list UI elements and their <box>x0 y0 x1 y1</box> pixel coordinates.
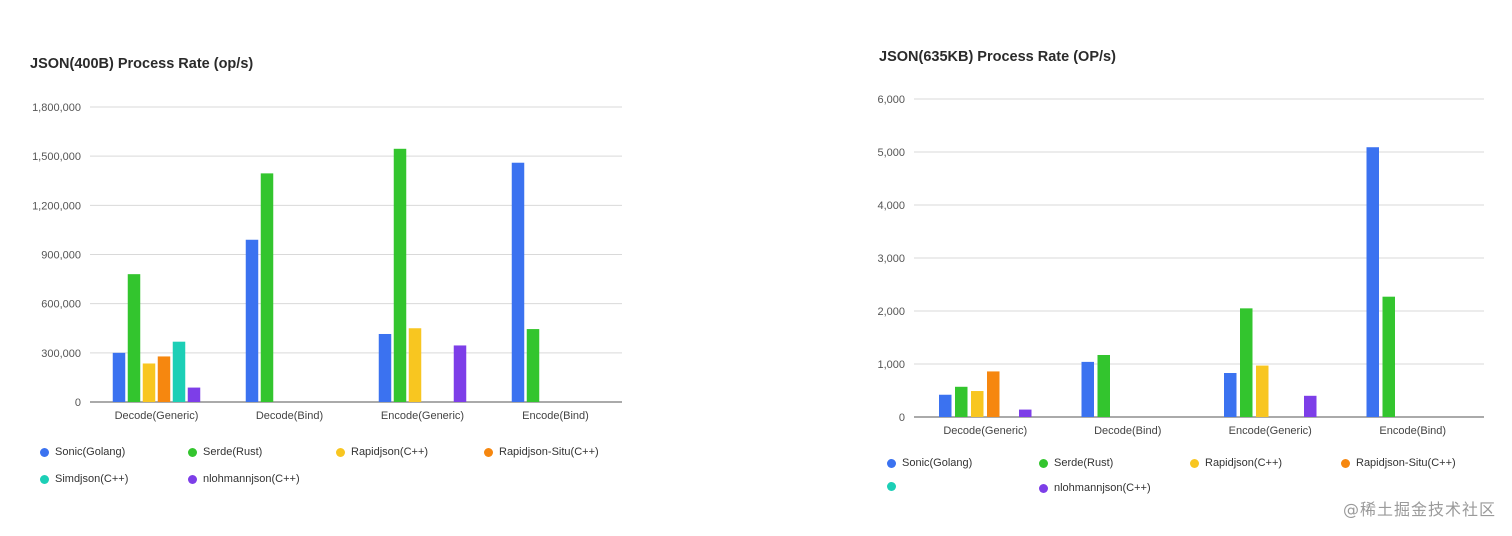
x-tick-label: Decode(Generic) <box>943 425 1027 437</box>
legend-label: Rapidjson-Situ(C++) <box>1356 457 1456 469</box>
y-tick-label: 1,200,000 <box>32 200 81 212</box>
chart-plot: 0 1,000 2,000 3,000 4,000 5,000 6,000 Decode(Ge… <box>877 94 1484 437</box>
legend-item[interactable]: Rapidjson-Situ(C++) <box>484 446 599 458</box>
watermark: @稀土掘金技术社区 <box>1342 500 1496 519</box>
legend-swatch <box>188 447 197 457</box>
bar <box>393 148 407 402</box>
bar <box>1256 365 1269 417</box>
legend-item[interactable] <box>887 482 902 491</box>
x-tick-label: Encode(Bind) <box>522 410 589 422</box>
y-tick-label: 6,000 <box>877 94 905 106</box>
x-tick-label: Encode(Generic) <box>1229 425 1312 437</box>
y-tick-label: 5,000 <box>877 147 905 159</box>
bar <box>112 352 126 402</box>
legend-swatch <box>887 482 896 491</box>
legend-item[interactable]: Rapidjson(C++) <box>1190 457 1282 469</box>
y-tick-label: 600,000 <box>41 299 81 311</box>
bar <box>511 162 525 402</box>
bar <box>157 356 171 402</box>
legend-item[interactable]: nlohmannjson(C++) <box>1039 482 1151 494</box>
legend-item[interactable]: Serde(Rust) <box>1039 457 1113 469</box>
bar <box>1224 373 1237 417</box>
y-tick-label: 0 <box>75 397 81 409</box>
legend-swatch <box>1039 458 1048 468</box>
legend-swatch <box>1039 483 1048 493</box>
x-tick-label: Decode(Bind) <box>256 410 323 422</box>
y-tick-label: 4,000 <box>877 200 905 212</box>
legend-item[interactable]: nlohmannjson(C++) <box>188 473 300 485</box>
legend-label: Simdjson(C++) <box>55 473 129 485</box>
y-tick-label: 1,800,000 <box>32 102 81 114</box>
bar <box>172 341 186 402</box>
bar <box>1081 361 1094 417</box>
x-tick-label: Encode(Generic) <box>381 410 464 422</box>
y-tick-label: 3,000 <box>877 253 905 265</box>
x-tick-label: Encode(Bind) <box>1379 425 1446 437</box>
bar <box>142 363 156 402</box>
x-tick-label: Decode(Generic) <box>115 410 199 422</box>
legend-item[interactable]: Sonic(Golang) <box>887 457 972 469</box>
bar <box>971 391 984 417</box>
bar <box>127 274 141 402</box>
legend-label: Serde(Rust) <box>1054 457 1114 469</box>
y-tick-label: 900,000 <box>41 250 81 262</box>
bar <box>1097 354 1110 417</box>
legend-label: nlohmannjson(C++) <box>1054 482 1151 494</box>
legend-swatch <box>336 447 345 457</box>
legend-label: Rapidjson(C++) <box>1205 457 1283 469</box>
bar <box>408 328 422 402</box>
legend-item[interactable]: Rapidjson-Situ(C++) <box>1341 457 1456 469</box>
legend-swatch <box>40 474 49 484</box>
x-tick-label: Decode(Bind) <box>1094 425 1161 437</box>
y-tick-label: 1,000 <box>877 359 905 371</box>
bar <box>939 394 952 417</box>
bar <box>187 387 201 402</box>
legend-swatch <box>1190 458 1199 468</box>
legend-swatch <box>484 447 493 457</box>
bar <box>453 345 467 402</box>
y-tick-label: 1,500,000 <box>32 151 81 163</box>
legend-label: Rapidjson(C++) <box>351 446 429 458</box>
legend-label: nlohmannjson(C++) <box>203 473 300 485</box>
legend-item[interactable]: Serde(Rust) <box>188 446 262 458</box>
legend-label: Sonic(Golang) <box>902 457 973 469</box>
bar <box>260 173 274 402</box>
legend-swatch <box>40 447 49 457</box>
bar <box>1366 147 1379 418</box>
legend-label: Serde(Rust) <box>203 446 263 458</box>
y-tick-label: 0 <box>899 412 905 424</box>
legend-item[interactable]: Sonic(Golang) <box>40 446 125 458</box>
bar <box>245 239 259 402</box>
chart-title: JSON(400B) Process Rate (op/s) <box>30 56 254 72</box>
legend-swatch <box>188 474 197 484</box>
chart-635kb: JSON(635KB) Process Rate (OP/s) 0 1,000 2,… <box>850 0 1512 536</box>
legend-label: Rapidjson-Situ(C++) <box>499 446 599 458</box>
bar <box>1304 395 1317 417</box>
legend-item[interactable]: Simdjson(C++) <box>40 473 128 485</box>
legend-swatch <box>1341 458 1350 468</box>
y-tick-label: 2,000 <box>877 306 905 318</box>
legend-label: Sonic(Golang) <box>55 446 126 458</box>
legend-swatch <box>887 458 896 468</box>
chart-title: JSON(635KB) Process Rate (OP/s) <box>879 49 1116 65</box>
chart-400b: JSON(400B) Process Rate (op/s) 0 300,000 6… <box>0 0 660 536</box>
bar <box>1019 409 1032 417</box>
legend-item[interactable]: Rapidjson(C++) <box>336 446 428 458</box>
bar <box>987 371 1000 417</box>
y-tick-label: 300,000 <box>41 348 81 360</box>
bar <box>1240 308 1253 417</box>
bar <box>378 333 392 402</box>
bar <box>955 386 968 417</box>
chart-plot: 0 300,000 600,000 900,000 1,200,000 1,500,000… <box>32 102 622 422</box>
bar <box>1382 296 1395 417</box>
bar <box>526 329 540 402</box>
